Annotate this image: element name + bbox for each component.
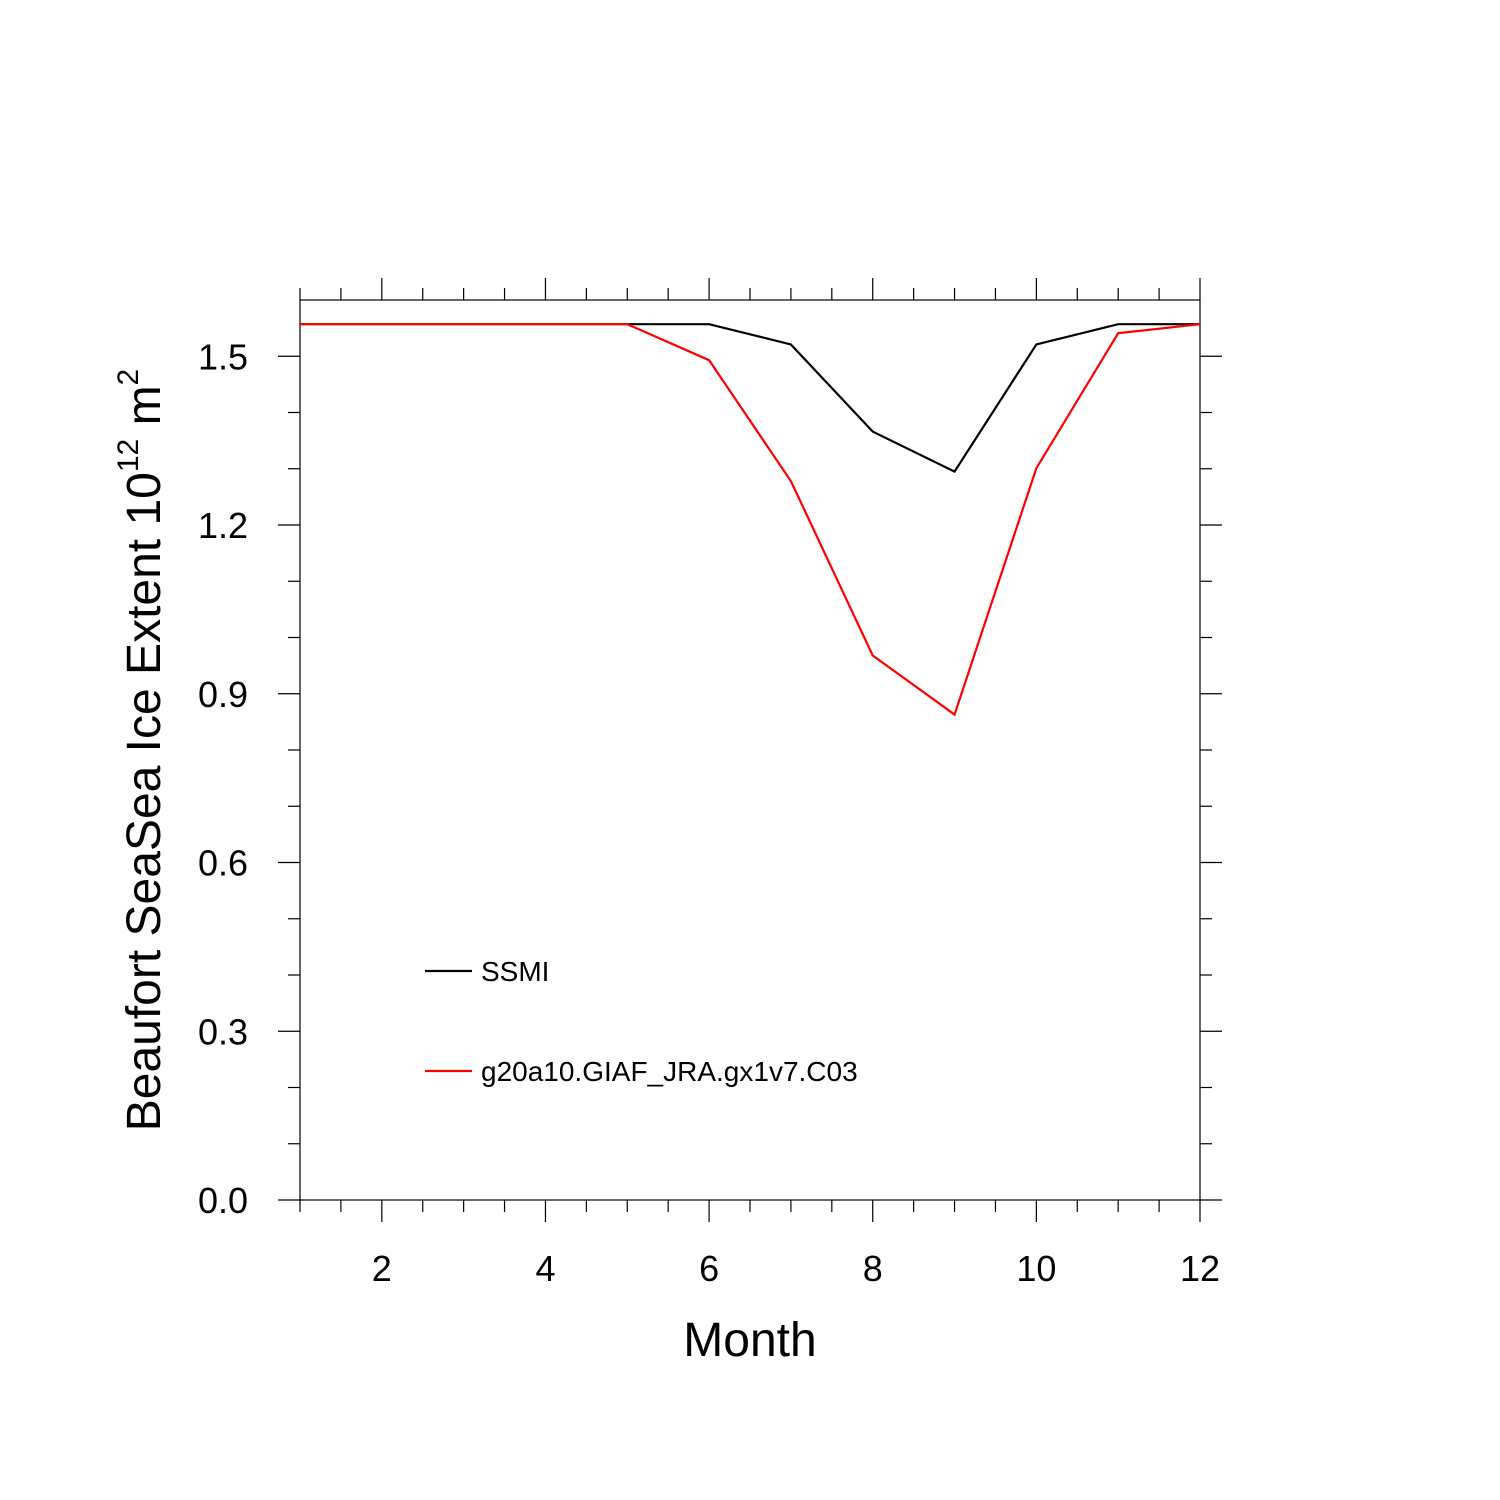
y-axis-title: Beaufort SeaSea Ice Extent 1012 m2: [112, 369, 171, 1132]
legend-label-2: g20a10.GIAF_JRA.gx1v7.C03: [481, 1056, 858, 1087]
legend-label-1: SSMI: [481, 956, 549, 987]
x-tick-label: 10: [1016, 1248, 1056, 1289]
series-lines: [300, 323, 1201, 717]
tick-labels: 2 4 6 8 10 12 0.0 0.3 0.6 0.9 1.2 1.5: [198, 336, 1220, 1289]
x-tick-label: 2: [372, 1248, 392, 1289]
y-tick-label: 1.2: [198, 505, 248, 546]
y-tick-label: 0.6: [198, 843, 248, 884]
x-axis-title: Month: [683, 1314, 816, 1367]
y-axis-title-exponent: 12: [112, 439, 145, 472]
x-tick-label: 12: [1180, 1248, 1220, 1289]
y-tick-label: 1.5: [198, 336, 248, 377]
series-line-1: [300, 323, 1200, 473]
y-tick-label: 0.3: [198, 1011, 248, 1052]
y-tick-label: 0.0: [198, 1180, 248, 1221]
x-tick-label: 8: [863, 1248, 883, 1289]
y-tick-label: 0.9: [198, 674, 248, 715]
x-tick-label: 6: [699, 1248, 719, 1289]
series-line-2: [300, 323, 1201, 717]
y-axis-title-unit-exponent: 2: [112, 369, 145, 386]
legend: SSMI g20a10.GIAF_JRA.gx1v7.C03: [425, 956, 858, 1087]
x-tick-label: 4: [535, 1248, 555, 1289]
y-axis-title-main: Beaufort SeaSea Ice Extent 10: [118, 472, 171, 1131]
y-axis-title-unit: m: [118, 385, 171, 438]
ticks: [278, 278, 1222, 1222]
